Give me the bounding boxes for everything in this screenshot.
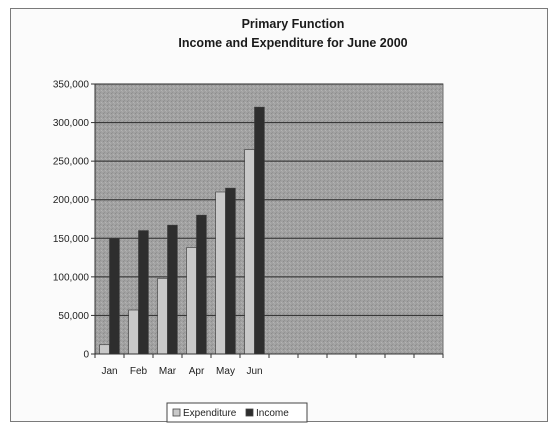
plot-area — [94, 83, 444, 355]
y-axis: 0 50,000 100,000 150,000 200,000 250,000 300,0… — [53, 80, 95, 361]
legend-label-expenditure: Expenditure — [183, 408, 237, 419]
gridlines — [95, 83, 443, 316]
chart-subtitle: Income and Expenditure for June 2000 — [178, 36, 407, 50]
x-tick-label: May — [216, 366, 235, 377]
bar-income-apr — [196, 214, 207, 355]
bars — [99, 106, 265, 355]
bar-expenditure-jun — [244, 149, 255, 355]
bar-income-jan — [109, 237, 120, 355]
x-axis: Jan Feb Mar Apr May Jun — [94, 354, 444, 377]
legend-label-income: Income — [256, 408, 289, 419]
y-tick-label: 350,000 — [53, 80, 90, 91]
bar-income-jun — [254, 106, 265, 355]
x-tick-label: Jun — [246, 366, 262, 377]
bar-expenditure-jan — [99, 344, 110, 355]
bar-income-mar — [167, 224, 178, 355]
y-tick-label: 0 — [83, 350, 89, 361]
y-tick-label: 100,000 — [53, 272, 90, 283]
y-tick-label: 50,000 — [58, 311, 89, 322]
y-tick-label: 300,000 — [53, 118, 90, 129]
y-tick-label: 250,000 — [53, 157, 90, 168]
bar-expenditure-feb — [128, 309, 139, 355]
chart-title: Primary Function — [242, 17, 345, 31]
x-tick-label: Apr — [189, 366, 205, 377]
x-tick-label: Jan — [101, 366, 117, 377]
bar-expenditure-may — [215, 191, 226, 355]
x-tick-label: Mar — [159, 366, 177, 377]
y-tick-label: 150,000 — [53, 234, 90, 245]
chart: Primary Function Income and Expenditure … — [53, 17, 444, 423]
x-tick-label: Feb — [130, 366, 148, 377]
bar-income-feb — [138, 230, 149, 355]
legend-box — [166, 402, 308, 423]
legend-swatch-income — [245, 408, 254, 417]
legend-swatch-expenditure — [172, 408, 181, 417]
legend: Expenditure Income — [166, 402, 308, 423]
bar-income-may — [225, 187, 236, 355]
chart-frame: Primary Function Income and Expenditure … — [10, 8, 548, 423]
bar-expenditure-apr — [186, 247, 197, 355]
y-tick-label: 200,000 — [53, 195, 90, 206]
bar-expenditure-mar — [157, 278, 168, 355]
